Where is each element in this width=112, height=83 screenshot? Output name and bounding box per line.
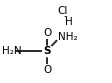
Text: NH₂: NH₂ [58,32,78,42]
Text: Cl: Cl [58,6,68,16]
Text: S: S [43,46,51,56]
Text: O: O [43,65,51,75]
Text: H: H [65,17,73,27]
Text: O: O [43,28,51,38]
Text: H₂N: H₂N [2,46,22,56]
